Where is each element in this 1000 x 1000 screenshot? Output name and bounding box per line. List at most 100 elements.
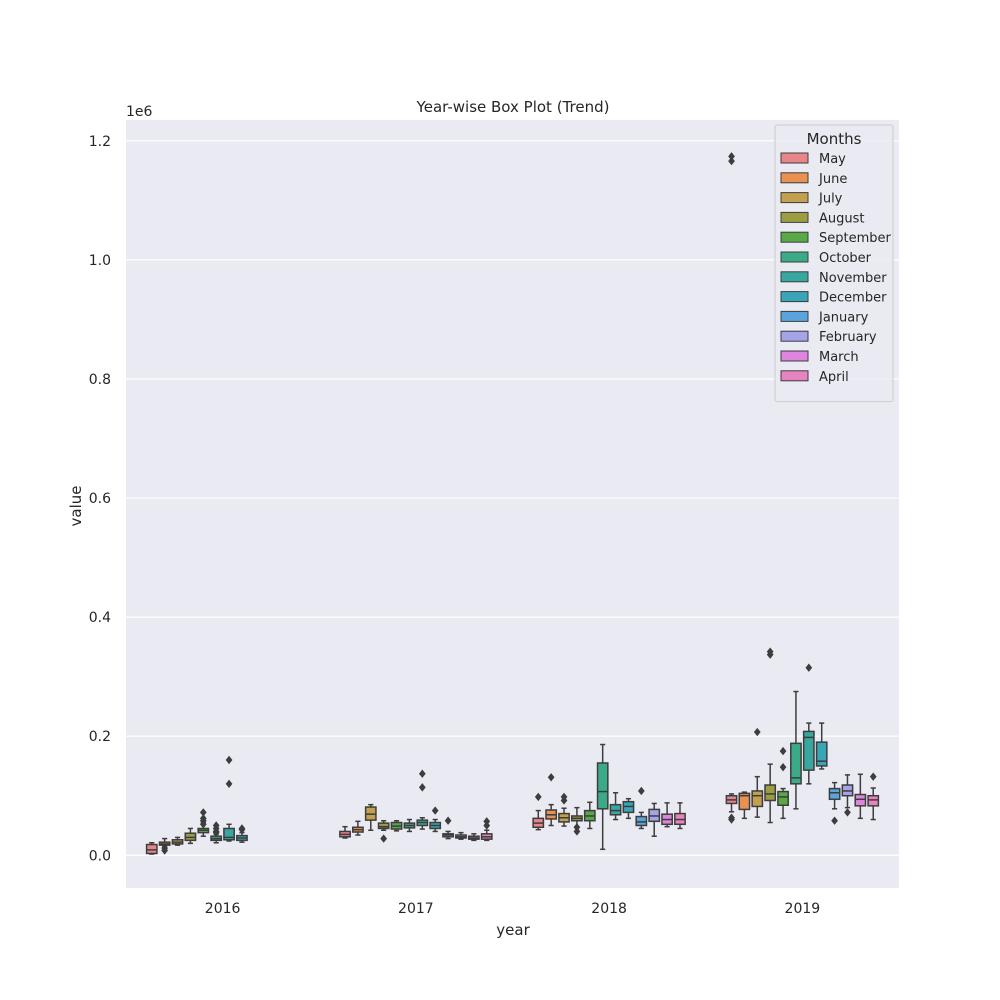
legend-item-may: May xyxy=(780,152,846,167)
legend-item-september: September xyxy=(780,231,892,246)
box-august-2016 xyxy=(184,827,197,845)
outlier-point xyxy=(728,156,735,166)
box-august-2019 xyxy=(764,647,777,824)
legend-swatch xyxy=(780,251,809,263)
legend-item-april: April xyxy=(780,370,849,385)
box-november-2019 xyxy=(802,663,815,785)
legend-swatch xyxy=(780,370,809,382)
legend-label: October xyxy=(819,251,872,266)
outlier-point xyxy=(779,762,787,772)
box-may-2019 xyxy=(725,152,738,824)
box-november-2016 xyxy=(223,755,235,842)
outlier-point xyxy=(380,834,388,843)
legend-label: March xyxy=(819,350,859,365)
legend-swatch xyxy=(780,211,809,223)
box-october-2018 xyxy=(596,743,609,851)
outlier-point xyxy=(831,816,838,825)
box-iqr xyxy=(609,803,622,816)
y-axis-scale-label: 1e6 xyxy=(126,104,153,120)
legend-swatch xyxy=(780,271,809,283)
box-august-2018 xyxy=(571,806,583,836)
legend-item-january: January xyxy=(780,310,869,325)
legend-label: June xyxy=(818,172,847,187)
box-iqr xyxy=(867,794,880,807)
legend-item-july: July xyxy=(780,192,843,207)
outlier-point xyxy=(225,755,233,765)
box-iqr xyxy=(738,792,751,811)
x-axis-label: year xyxy=(496,921,530,939)
box-october-2019 xyxy=(790,690,802,810)
box-may-2016 xyxy=(145,842,158,855)
outlier-point xyxy=(547,773,555,782)
box-october-2017 xyxy=(403,818,416,833)
box-november-2018 xyxy=(609,791,622,821)
legend-swatch xyxy=(780,310,809,322)
y-tick-label: 0.6 xyxy=(89,491,111,507)
legend-label: November xyxy=(819,271,887,286)
box-elements xyxy=(145,152,880,855)
box-iqr xyxy=(145,843,158,855)
box-iqr xyxy=(223,827,235,841)
legend-swatch xyxy=(780,152,809,164)
legend-item-february: February xyxy=(780,330,877,345)
outlier-point xyxy=(766,650,774,659)
box-april-2019 xyxy=(867,772,880,821)
outlier-point xyxy=(199,808,207,817)
box-july-2018 xyxy=(558,792,570,827)
legend-title: Months xyxy=(807,130,862,148)
outlier-point xyxy=(805,663,813,672)
box-january-2017 xyxy=(442,816,454,840)
box-june-2018 xyxy=(545,773,558,827)
outlier-point xyxy=(161,843,169,853)
legend-item-december: December xyxy=(780,291,887,306)
box-december-2017 xyxy=(429,806,442,833)
box-june-2019 xyxy=(738,791,751,820)
box-november-2017 xyxy=(416,769,429,830)
outlier-point xyxy=(534,792,542,802)
outlier-point xyxy=(238,824,246,833)
outlier-point xyxy=(212,828,220,837)
box-iqr xyxy=(751,790,764,808)
legend-item-october: October xyxy=(780,251,872,266)
legend-item-november: November xyxy=(780,271,887,286)
outlier-point xyxy=(869,772,877,781)
box-iqr xyxy=(764,784,777,802)
legend-swatch xyxy=(780,350,809,362)
box-august-2017 xyxy=(377,819,390,843)
outlier-point xyxy=(483,817,491,826)
legend-item-march: March xyxy=(780,350,859,365)
outlier-point xyxy=(418,783,426,792)
box-april-2017 xyxy=(480,817,493,842)
y-tick-label: 0.4 xyxy=(89,610,111,626)
legend-item-august: August xyxy=(780,211,865,226)
box-iqr xyxy=(790,742,802,785)
y-tick-label: 0.2 xyxy=(89,729,111,745)
box-iqr xyxy=(815,741,828,767)
legend-item-june: June xyxy=(780,172,847,187)
legend-label: January xyxy=(818,310,869,325)
box-iqr xyxy=(635,815,648,827)
box-december-2018 xyxy=(622,797,635,820)
legend-label: April xyxy=(819,370,849,385)
box-march-2019 xyxy=(854,773,867,820)
outlier-point xyxy=(199,820,207,829)
x-tick-label: 2019 xyxy=(785,901,821,917)
box-iqr xyxy=(596,762,609,810)
outlier-point xyxy=(225,779,233,789)
outlier-point xyxy=(444,816,452,825)
legend: Months May June July August September October… xyxy=(774,124,894,403)
outlier-point xyxy=(779,746,787,756)
legend-swatch xyxy=(780,192,809,204)
box-september-2019 xyxy=(777,746,789,820)
gridlines xyxy=(126,140,899,856)
outlier-point xyxy=(418,769,426,778)
box-january-2018 xyxy=(635,786,648,830)
y-tick-label: 0.8 xyxy=(89,372,111,388)
box-february-2019 xyxy=(841,774,854,817)
legend-label: August xyxy=(819,211,865,226)
box-september-2018 xyxy=(583,801,596,830)
box-february-2018 xyxy=(648,802,661,837)
outlier-point xyxy=(728,815,735,824)
y-axis-ticks: 0.0 0.2 0.4 0.6 0.8 1.0 1.2 xyxy=(89,134,111,864)
